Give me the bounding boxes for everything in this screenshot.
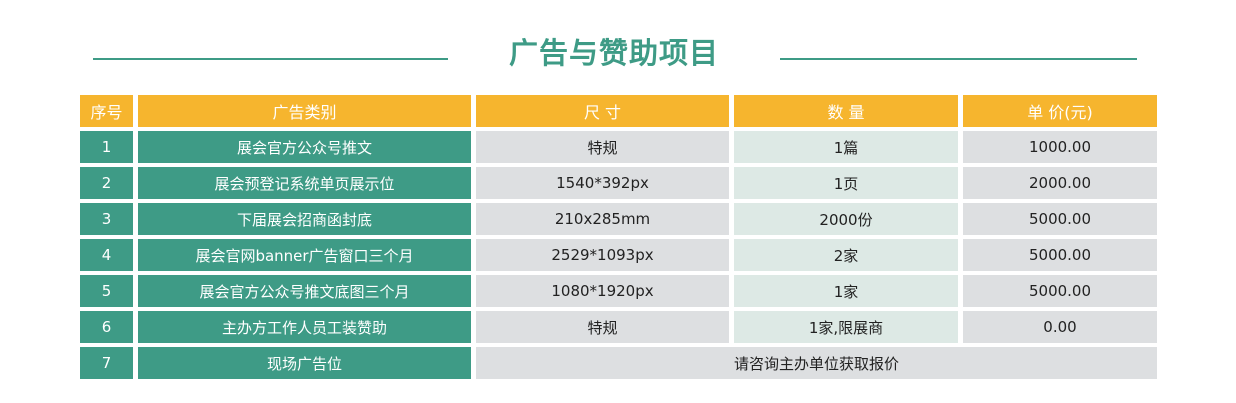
- ad-price: 2000.00: [963, 167, 1157, 199]
- title-row: 广告与赞助项目: [0, 0, 1236, 100]
- ad-quantity: 1篇: [734, 131, 958, 163]
- ad-category: 展会官网banner广告窗口三个月: [138, 239, 471, 271]
- row-number: 3: [80, 203, 133, 235]
- ad-quantity: 1页: [734, 167, 958, 199]
- ad-quantity: 1家,限展商: [734, 311, 958, 343]
- ad-category: 展会官方公众号推文底图三个月: [138, 275, 471, 307]
- ad-quantity: 1家: [734, 275, 958, 307]
- ad-category: 展会预登记系统单页展示位: [138, 167, 471, 199]
- ad-category: 现场广告位: [138, 347, 471, 379]
- row-number: 5: [80, 275, 133, 307]
- header-size: 尺 寸: [476, 95, 729, 127]
- title-divider-right: [780, 58, 1137, 60]
- row-number: 4: [80, 239, 133, 271]
- ad-category: 主办方工作人员工装赞助: [138, 311, 471, 343]
- header-category: 广告类别: [138, 95, 471, 127]
- ad-price: 0.00: [963, 311, 1157, 343]
- row-number: 2: [80, 167, 133, 199]
- row-number: 1: [80, 131, 133, 163]
- ad-size: 特规: [476, 131, 729, 163]
- ad-size: 特规: [476, 311, 729, 343]
- ad-price: 5000.00: [963, 203, 1157, 235]
- ad-size: 1540*392px: [476, 167, 729, 199]
- row-number: 6: [80, 311, 133, 343]
- ad-quantity: 2家: [734, 239, 958, 271]
- header-seq: 序号: [80, 95, 133, 127]
- header-quantity: 数 量: [734, 95, 958, 127]
- row-number: 7: [80, 347, 133, 379]
- ad-price: 5000.00: [963, 239, 1157, 271]
- ad-size: 2529*1093px: [476, 239, 729, 271]
- ad-size: 210x285mm: [476, 203, 729, 235]
- ad-price: 5000.00: [963, 275, 1157, 307]
- title-divider-left: [93, 58, 448, 60]
- ad-category: 展会官方公众号推文: [138, 131, 471, 163]
- quote-note: 请咨询主办单位获取报价: [476, 347, 1157, 379]
- ad-price: 1000.00: [963, 131, 1157, 163]
- ad-category: 下届展会招商函封底: [138, 203, 471, 235]
- header-price: 单 价(元): [963, 95, 1157, 127]
- page-title: 广告与赞助项目: [508, 36, 719, 70]
- ad-size: 1080*1920px: [476, 275, 729, 307]
- ad-quantity: 2000份: [734, 203, 958, 235]
